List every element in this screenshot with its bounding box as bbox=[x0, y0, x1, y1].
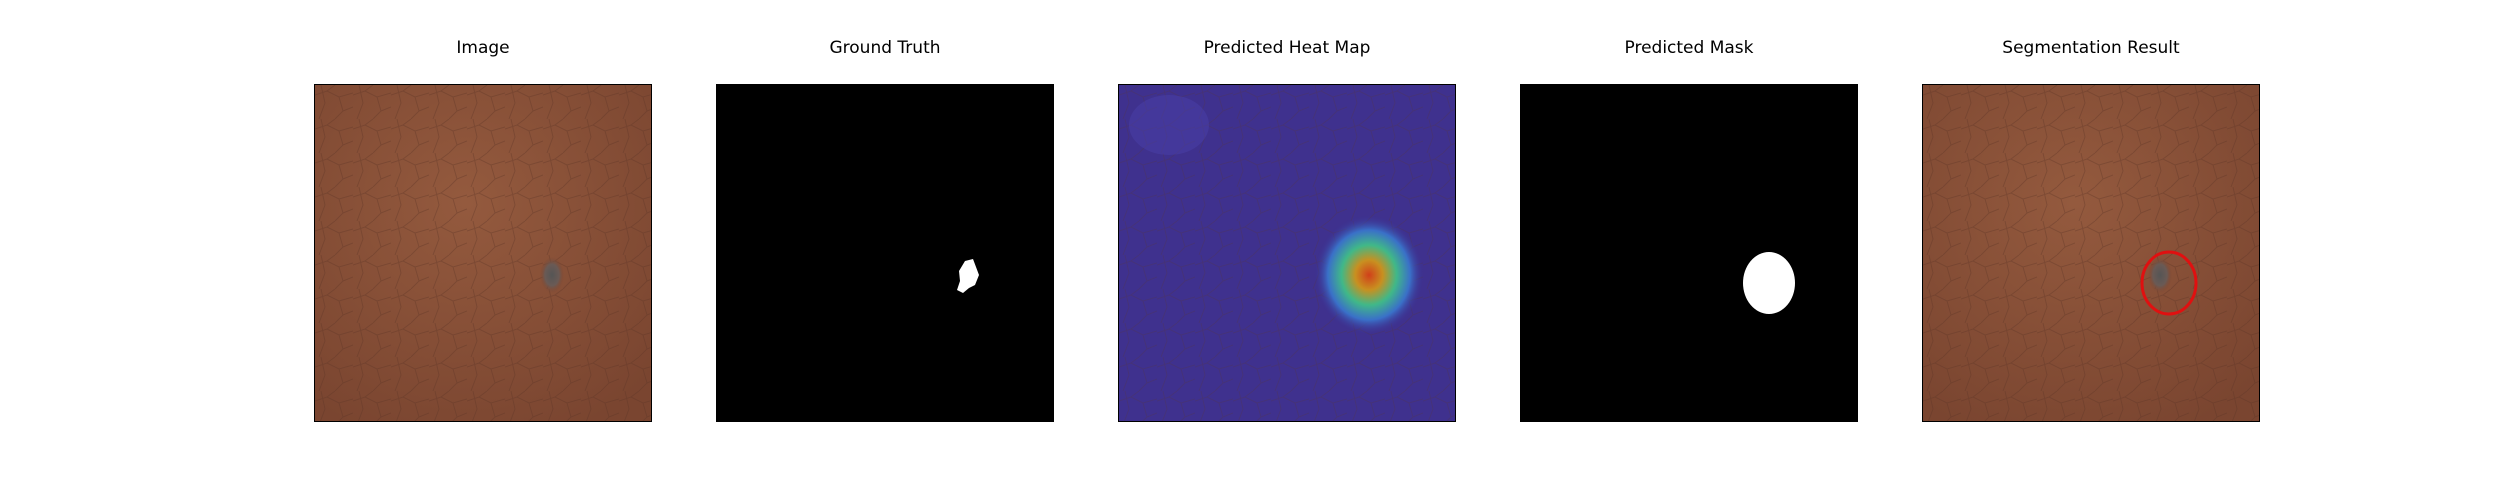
predicted-region bbox=[1743, 252, 1795, 314]
heat-map-image bbox=[1118, 84, 1456, 422]
segmentation-outline bbox=[2140, 250, 2198, 316]
heat-hotspot bbox=[1314, 215, 1424, 335]
panel-title: Predicted Mask bbox=[1624, 38, 1754, 58]
panel-title: Predicted Heat Map bbox=[1203, 38, 1371, 58]
defect-spot bbox=[540, 257, 564, 293]
ground-truth-region bbox=[957, 259, 979, 293]
panel-title: Segmentation Result bbox=[2002, 38, 2180, 58]
panel-title: Image bbox=[456, 38, 510, 58]
segmentation-result-image bbox=[1922, 84, 2260, 422]
leather-image bbox=[314, 84, 652, 422]
predicted-mask-image bbox=[1520, 84, 1858, 422]
panel-title: Ground Truth bbox=[829, 38, 941, 58]
ground-truth-mask bbox=[716, 84, 1054, 422]
